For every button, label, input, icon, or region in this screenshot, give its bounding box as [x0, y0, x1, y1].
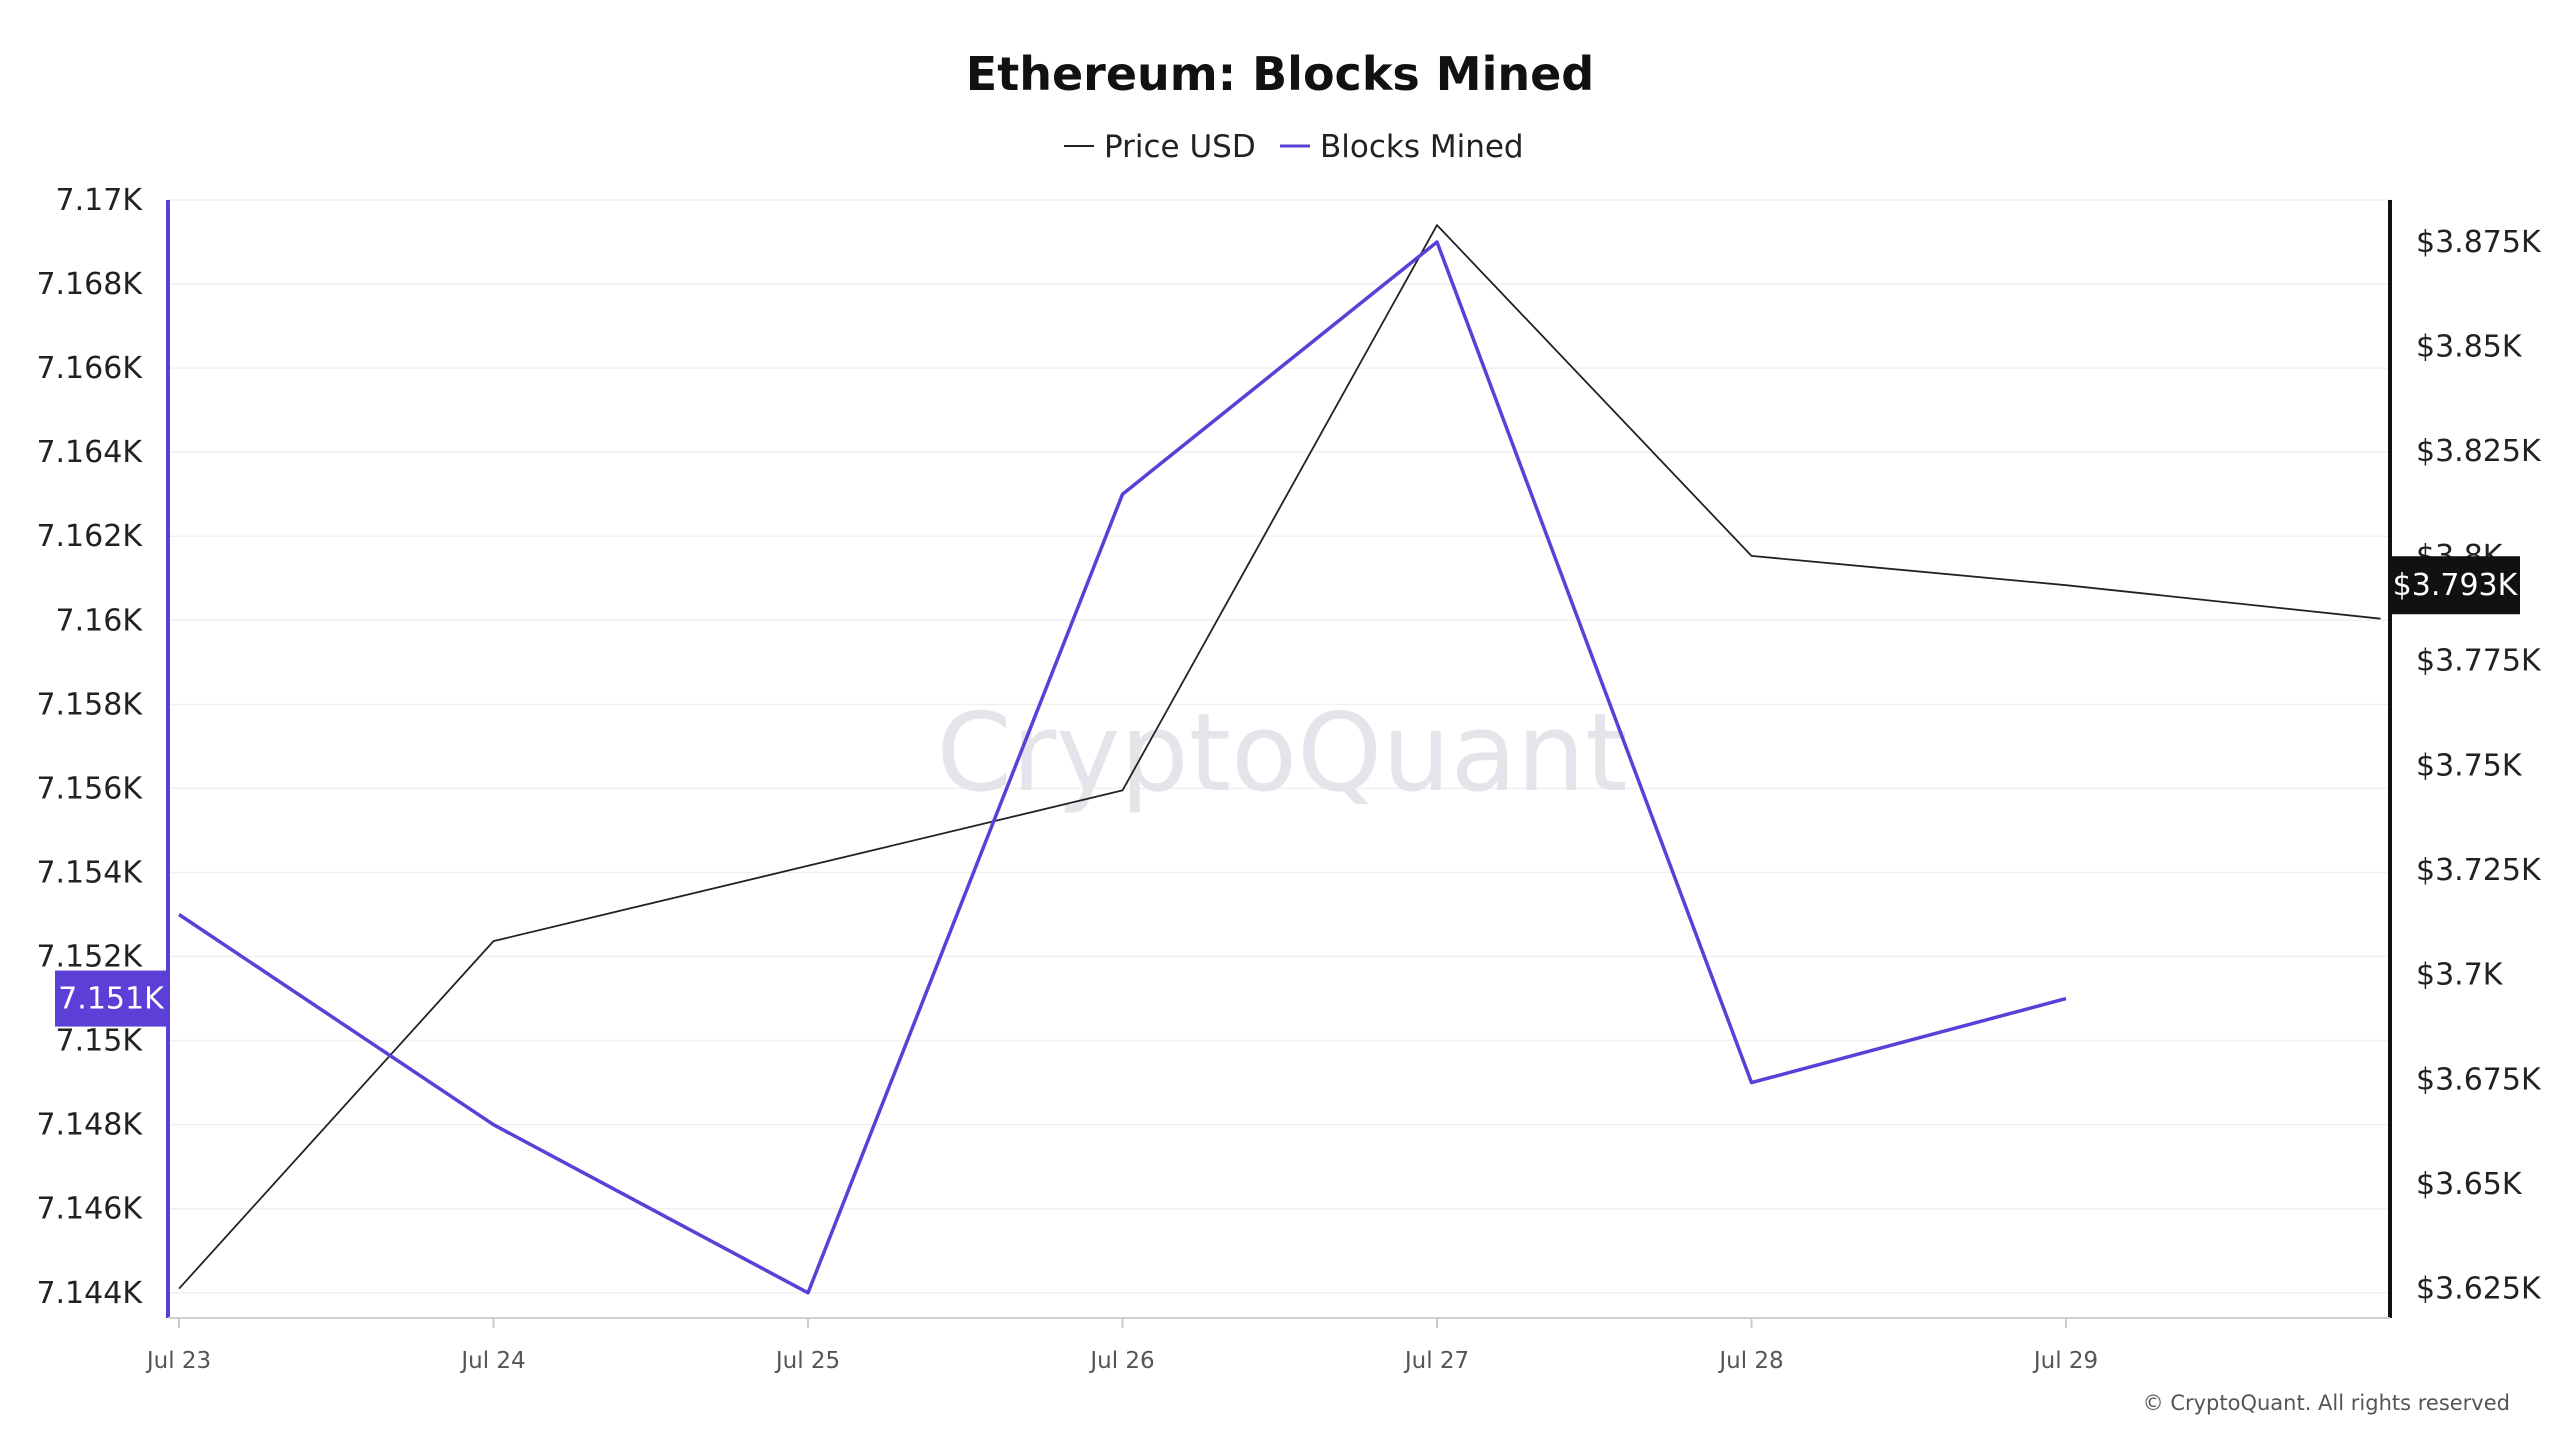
x-tick-label: Jul 27 — [1403, 1348, 1469, 1374]
right-axis-ticks: $3.625K $3.65K $3.675K $3.7K $3.725K $3.75K $3… — [2416, 225, 2542, 1307]
x-tick-label: Jul 28 — [1717, 1348, 1783, 1374]
left-tick-label: 7.162K — [36, 519, 143, 554]
x-tick-label: Jul 23 — [145, 1348, 211, 1374]
left-tick-label: 7.166K — [36, 351, 143, 386]
right-value-badge-text: $3.793K — [2393, 568, 2519, 603]
left-tick-label: 7.152K — [36, 940, 143, 975]
copyright-notice: © CryptoQuant. All rights reserved — [2143, 1391, 2510, 1415]
right-tick-label: $3.725K — [2416, 853, 2542, 888]
right-value-badge: $3.793K — [2390, 556, 2520, 615]
series-line-price-usd[interactable] — [178, 224, 2381, 1290]
right-tick-label: $3.65K — [2416, 1167, 2523, 1202]
watermark: CryptoQuant — [936, 691, 1627, 816]
left-tick-label: 7.15K — [56, 1024, 144, 1059]
grid-lines — [168, 199, 2390, 1294]
x-tick-label: Jul 25 — [774, 1348, 840, 1374]
right-tick-label: $3.775K — [2416, 644, 2542, 679]
left-value-badge: 7.151K — [55, 970, 168, 1027]
right-tick-label: $3.85K — [2416, 330, 2523, 365]
series-line-blocks-mined[interactable] — [178, 240, 2067, 1295]
x-tick-label: Jul 26 — [1088, 1348, 1154, 1374]
left-tick-label: 7.148K — [36, 1108, 143, 1143]
left-tick-label: 7.17K — [56, 183, 144, 218]
left-tick-label: 7.168K — [36, 267, 143, 302]
left-tick-label: 7.16K — [56, 603, 144, 638]
left-value-badge-box — [55, 970, 168, 1027]
chart-title: Ethereum: Blocks Mined — [966, 47, 1594, 101]
x-axis-ticks: Jul 23 Jul 24 Jul 25 Jul 26 Jul 27 Jul 28 Jul … — [145, 1318, 2098, 1374]
legend-label-price[interactable]: Price USD — [1104, 129, 1256, 165]
right-tick-label: $3.7K — [2416, 958, 2504, 993]
left-tick-label: 7.158K — [36, 687, 143, 722]
left-axis-ticks: 7.144K 7.146K 7.148K 7.15K 7.152K 7.154K 7.156… — [36, 183, 143, 1311]
x-tick-label: Jul 24 — [459, 1348, 525, 1374]
right-tick-label: $3.875K — [2416, 225, 2542, 260]
right-tick-label: $3.75K — [2416, 748, 2523, 783]
legend: Price USD Blocks Mined — [1064, 129, 1524, 165]
left-tick-label: 7.144K — [36, 1276, 143, 1311]
left-tick-label: 7.156K — [36, 771, 143, 806]
legend-label-blocks[interactable]: Blocks Mined — [1320, 129, 1524, 165]
right-tick-label: $3.625K — [2416, 1272, 2542, 1307]
x-tick-label: Jul 29 — [2032, 1348, 2098, 1374]
right-tick-label: $3.825K — [2416, 434, 2542, 469]
right-tick-label: $3.675K — [2416, 1062, 2542, 1097]
left-tick-label: 7.164K — [36, 435, 143, 470]
series-lines — [178, 224, 2381, 1295]
left-tick-label: 7.146K — [36, 1192, 143, 1227]
right-value-badge-box — [2390, 556, 2520, 615]
left-value-badge-text: 7.151K — [58, 982, 165, 1017]
left-tick-label: 7.154K — [36, 855, 143, 890]
